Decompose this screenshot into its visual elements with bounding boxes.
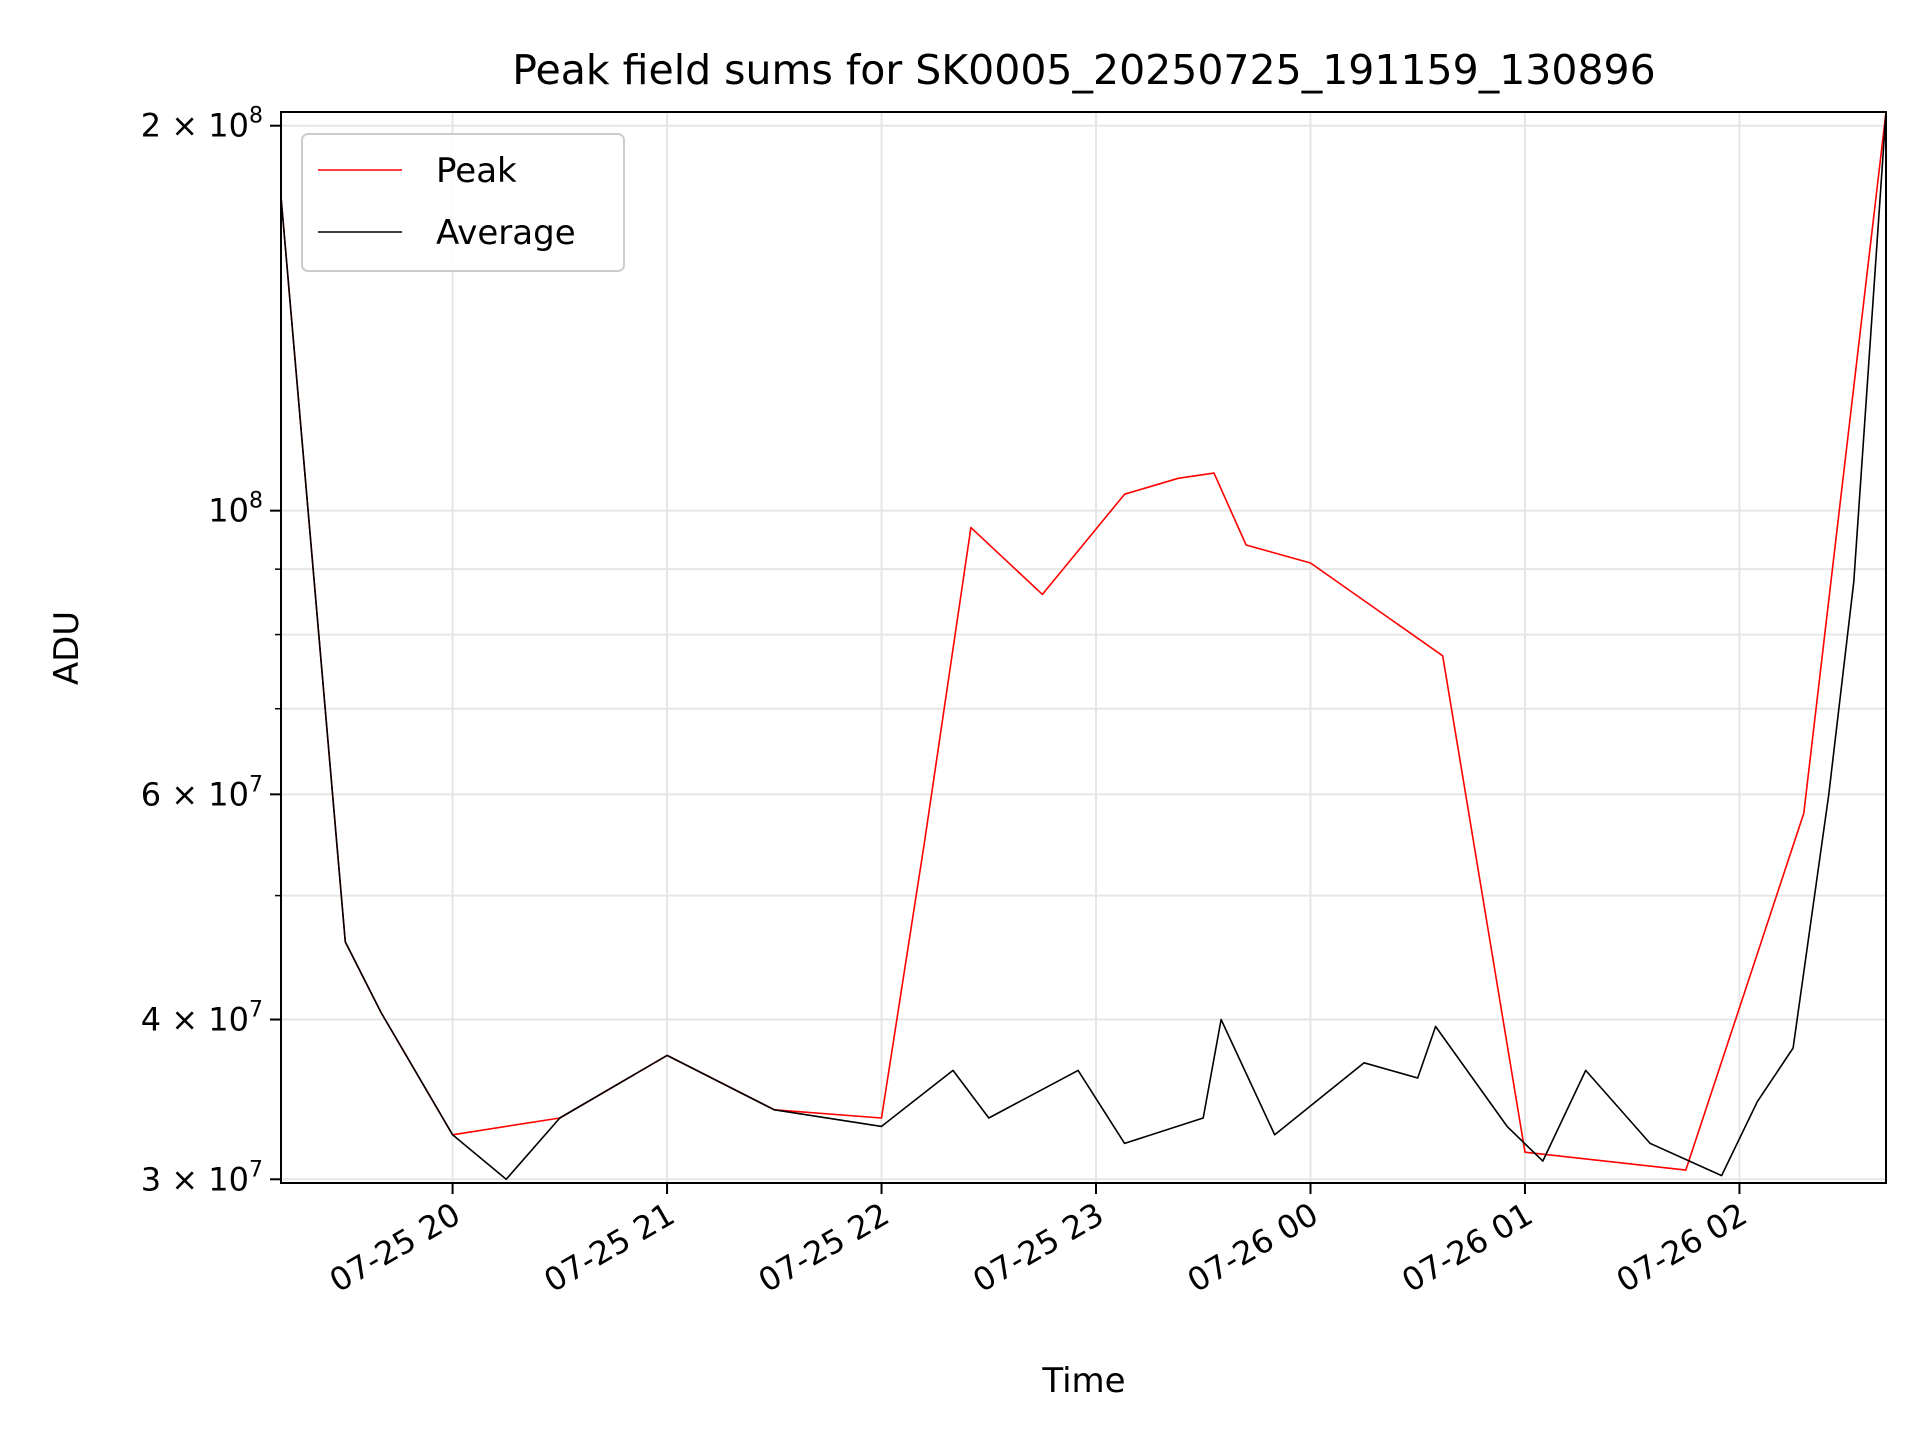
chart-title: Peak field sums for SK0005_20250725_1911… <box>512 46 1655 94</box>
series-line-peak <box>281 112 1886 1171</box>
y-tick-exponent: 8 <box>249 489 263 514</box>
y-tick-label: 108 <box>208 489 263 530</box>
y-tick-label: 3 × 107 <box>141 1157 263 1198</box>
y-tick-exponent: 7 <box>249 1157 263 1182</box>
x-axis-label: Time <box>1041 1361 1125 1401</box>
plot-frame <box>280 111 1887 1184</box>
legend-box <box>301 133 625 272</box>
legend-label-peak: Peak <box>436 151 517 191</box>
y-tick-base: 4 × 10 <box>141 1001 249 1039</box>
y-tick-label: 4 × 107 <box>141 998 263 1039</box>
y-tick-exponent: 7 <box>249 998 263 1023</box>
y-tick-exponent: 8 <box>249 104 263 129</box>
y-tick-label: 6 × 107 <box>141 772 263 813</box>
y-tick-base: 10 <box>208 492 249 530</box>
y-tick-label: 2 × 108 <box>141 104 263 145</box>
y-tick-base: 3 × 10 <box>141 1160 249 1198</box>
y-tick-base: 2 × 10 <box>141 107 249 145</box>
y-tick-exponent: 7 <box>249 772 263 797</box>
plot-area <box>281 112 1886 1181</box>
legend: Peak Average <box>301 133 625 272</box>
y-axis-label: ADU <box>47 611 87 685</box>
y-tick-base: 6 × 10 <box>141 775 249 813</box>
grid <box>281 112 1886 1183</box>
legend-label-average: Average <box>436 213 576 253</box>
series-line-average <box>281 112 1886 1181</box>
